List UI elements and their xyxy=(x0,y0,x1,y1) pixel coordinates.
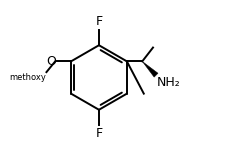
Text: O: O xyxy=(46,55,56,68)
Text: NH₂: NH₂ xyxy=(156,76,180,89)
Text: methoxy: methoxy xyxy=(9,73,45,82)
Text: F: F xyxy=(95,15,102,28)
Polygon shape xyxy=(142,61,157,77)
Text: F: F xyxy=(95,127,102,140)
